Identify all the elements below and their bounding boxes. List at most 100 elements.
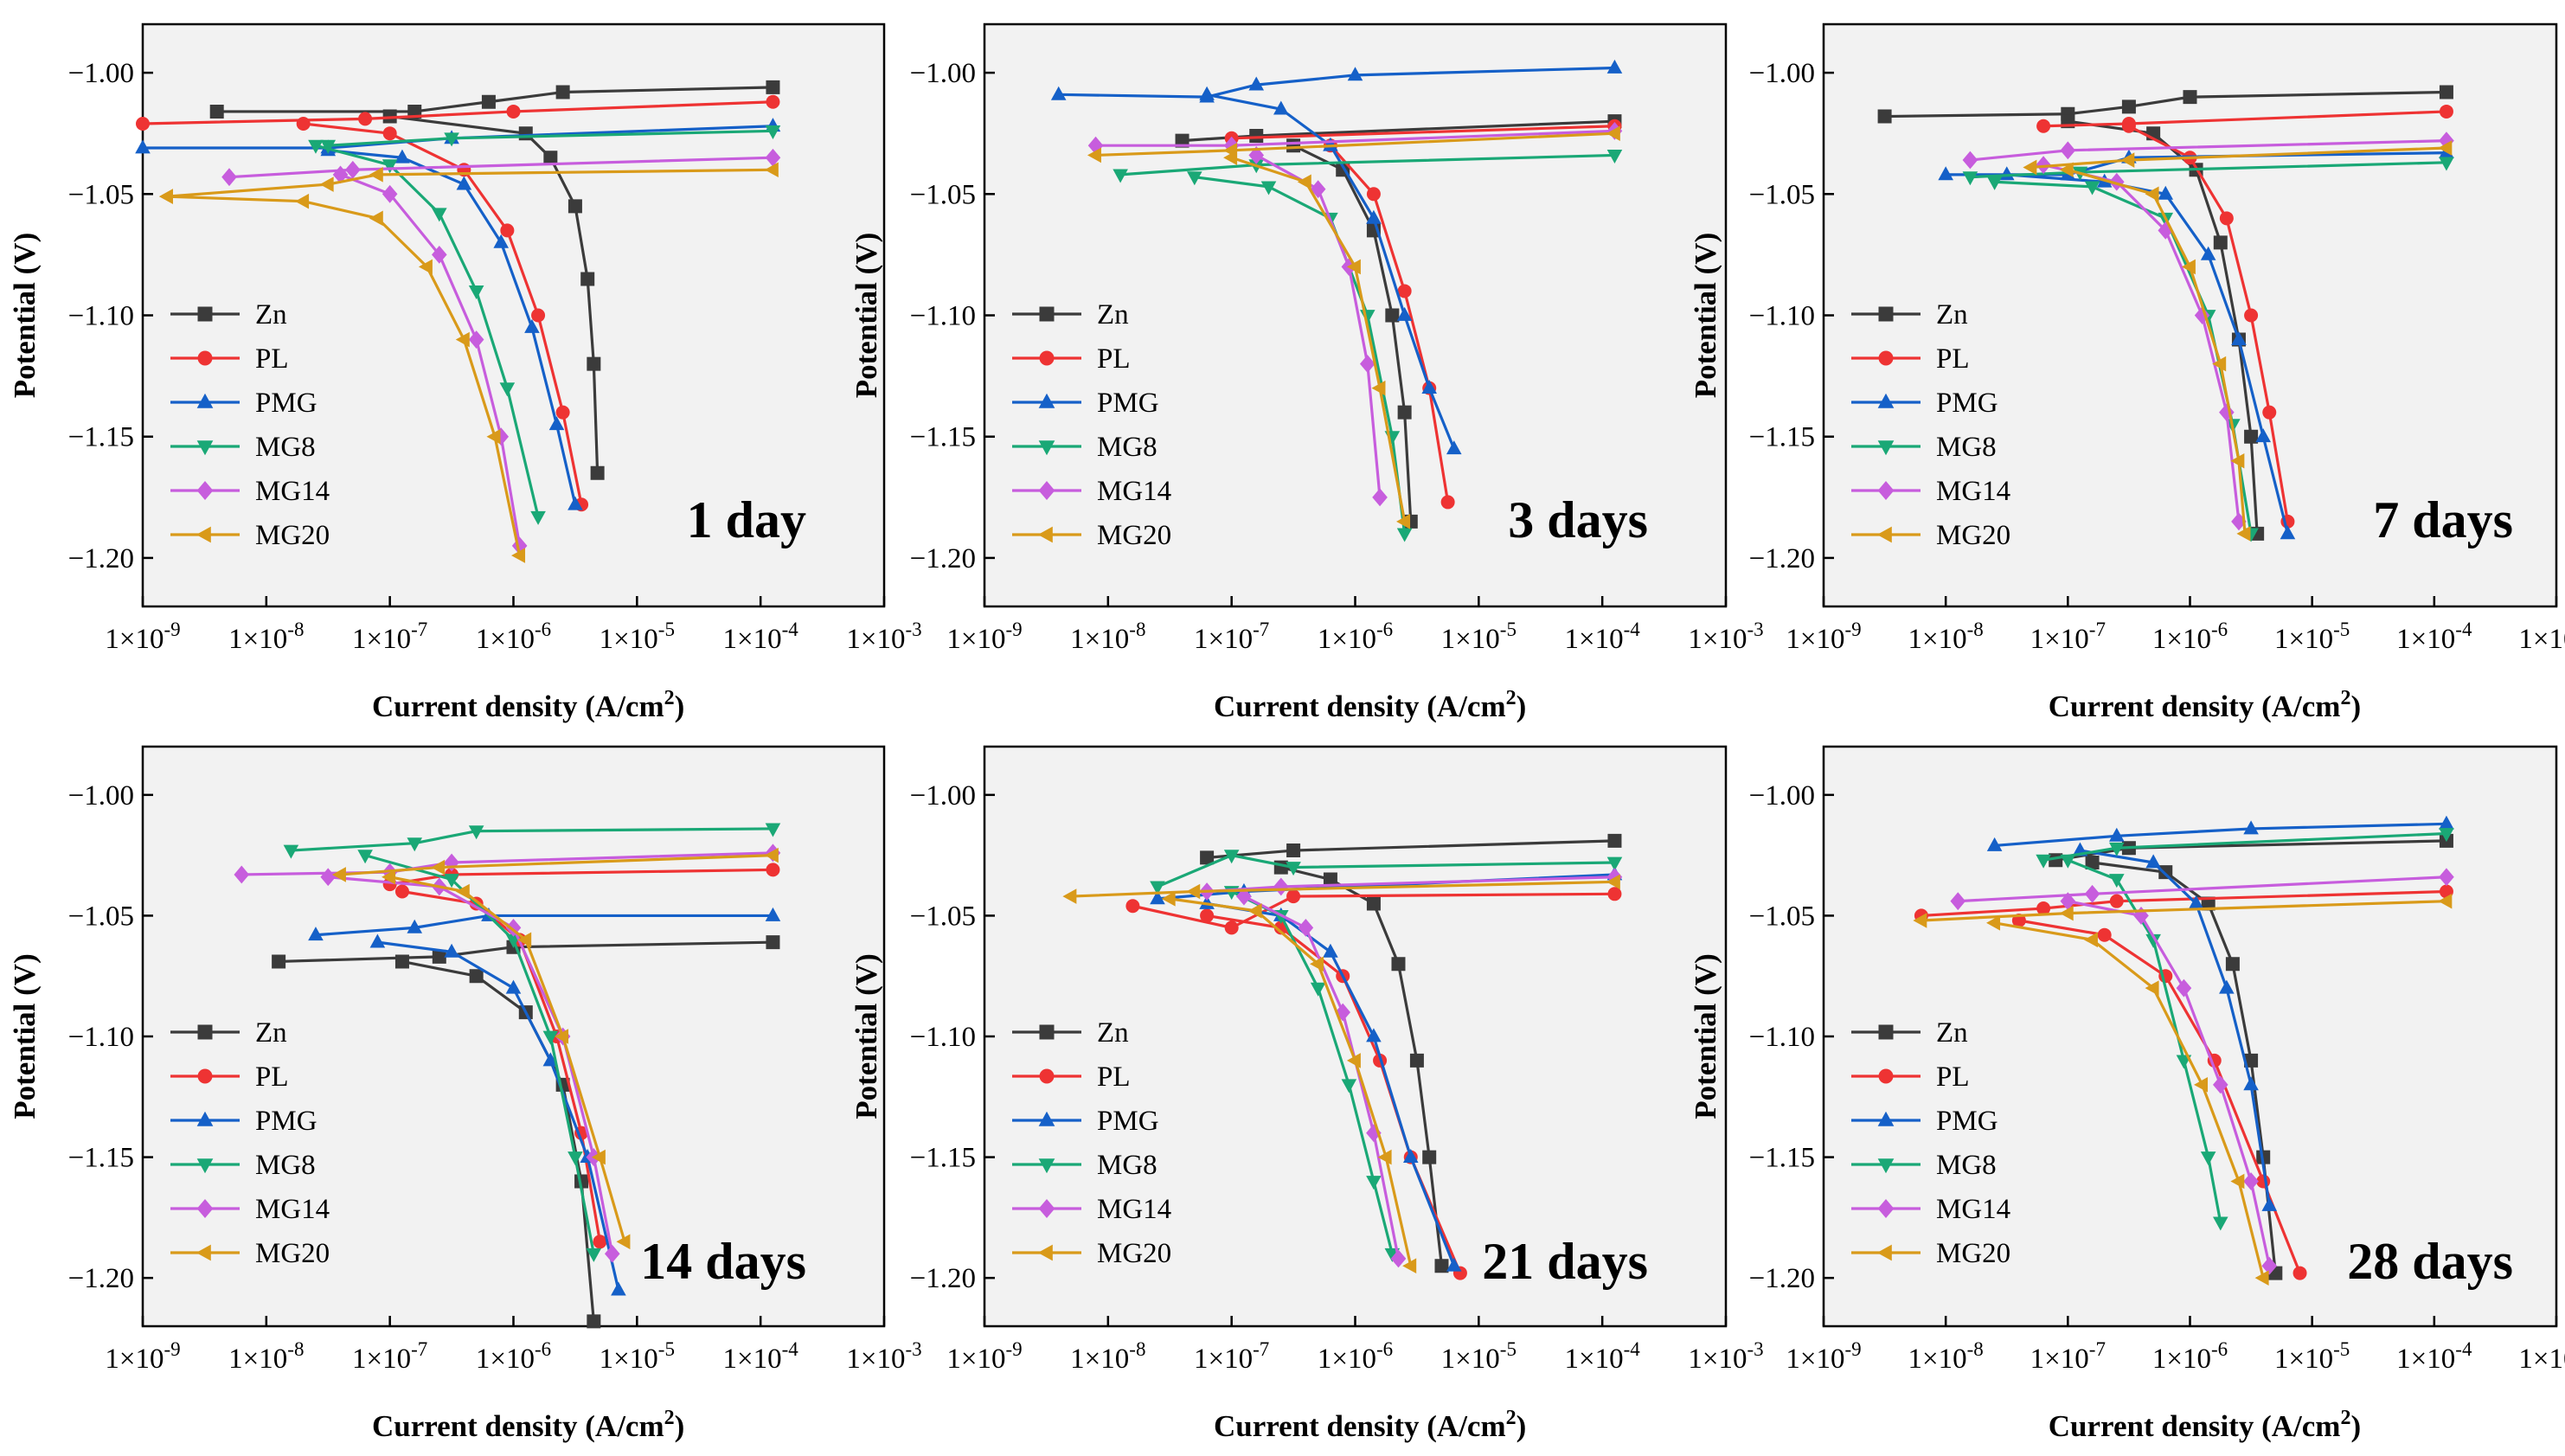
data-point — [1434, 1259, 1449, 1273]
y-tick-label: −1.15 — [910, 1143, 976, 1174]
y-tick-label: −1.00 — [910, 58, 976, 89]
data-point — [357, 850, 373, 864]
data-point — [234, 865, 250, 884]
series-mg8 — [308, 125, 781, 525]
data-point — [1286, 138, 1301, 153]
data-point — [1346, 259, 1361, 275]
series-line-anodic — [167, 168, 773, 198]
data-point — [158, 189, 173, 204]
data-point — [2121, 99, 2136, 114]
day-label: 21 days — [1482, 1233, 1648, 1290]
data-point — [1396, 306, 1413, 321]
x-axis-label: Current density (A/cm2) — [1214, 687, 1526, 723]
y-tick-label: −1.15 — [910, 422, 976, 453]
data-point — [1247, 903, 1262, 919]
x-tick-label: 1×10-5 — [1441, 1338, 1517, 1375]
x-tick-label: 1×10-4 — [2396, 1338, 2472, 1375]
x-tick-label: 1×10-3 — [1688, 619, 1763, 655]
series-line-cathodic — [1994, 921, 2265, 1279]
legend-marker — [197, 350, 213, 366]
legend-marker — [1876, 1244, 1892, 1261]
data-point — [493, 234, 510, 248]
series-pmg — [1050, 59, 1623, 455]
data-point — [1607, 833, 1622, 848]
data-point — [586, 1248, 602, 1262]
data-point — [587, 356, 601, 371]
legend-marker — [1038, 1158, 1055, 1174]
data-point — [432, 949, 446, 964]
data-point — [1062, 888, 1077, 904]
data-point — [431, 859, 446, 876]
data-point — [345, 160, 361, 179]
y-tick-label: −1.15 — [68, 422, 134, 453]
data-point — [1298, 918, 1314, 937]
data-point — [2109, 172, 2125, 191]
series-zn — [1175, 114, 1622, 529]
data-point — [1422, 1150, 1437, 1164]
x-tick-label: 1×10-8 — [1908, 619, 1984, 655]
data-point — [2212, 1216, 2228, 1231]
data-point — [766, 863, 780, 877]
data-point — [506, 104, 521, 119]
data-point — [1606, 856, 1623, 871]
data-point — [1150, 881, 1165, 895]
data-point — [568, 1151, 583, 1166]
data-point — [2036, 156, 2051, 175]
series-line-cathodic — [377, 940, 620, 1291]
legend-marker — [1037, 1244, 1053, 1261]
data-point — [1346, 1053, 1361, 1068]
legend-marker — [196, 393, 214, 408]
data-point — [1323, 943, 1338, 958]
data-point — [319, 176, 334, 192]
legend-marker — [196, 526, 211, 543]
data-point — [2060, 141, 2076, 160]
x-tick-label: 1×10-3 — [2518, 1338, 2565, 1375]
legend: Zn PL PMG MG8 MG14 MG20 — [170, 299, 330, 551]
x-tick-label: 1×10-4 — [1565, 1338, 1641, 1375]
x-axis-label: Current density (A/cm2) — [2049, 687, 2361, 723]
data-point — [1347, 67, 1363, 81]
legend-marker — [1039, 306, 1055, 322]
data-point — [604, 1244, 620, 1263]
data-point — [1877, 109, 1892, 124]
data-point — [407, 837, 423, 852]
data-point — [2023, 159, 2037, 176]
y-tick-label: −1.05 — [68, 179, 134, 210]
data-point — [2225, 957, 2240, 972]
data-point — [1323, 137, 1338, 151]
legend-marker — [1039, 1068, 1055, 1084]
data-point — [2059, 905, 2074, 921]
data-point — [500, 223, 515, 238]
data-point — [296, 116, 311, 131]
x-tick-label: 1×10-5 — [2274, 1338, 2350, 1375]
data-point — [2243, 820, 2259, 835]
legend-marker — [196, 1198, 214, 1219]
data-point — [1397, 405, 1412, 420]
series-pl — [136, 94, 780, 512]
data-point — [493, 427, 510, 446]
day-label: 1 day — [687, 491, 806, 548]
data-point — [1402, 1148, 1419, 1163]
data-point — [568, 199, 582, 214]
data-point — [511, 548, 526, 563]
x-tick-label: 1×10-3 — [846, 1338, 921, 1375]
legend-label: PMG — [255, 1106, 317, 1137]
x-tick-label: 1×10-7 — [1194, 619, 1269, 655]
x-axis-label: Current density (A/cm2) — [1214, 1407, 1526, 1443]
data-point — [1607, 887, 1622, 901]
chart-panel-1: 1×10-9 1×10-8 1×10-7 1×10-6 1×10-5 1×10-4 1×10… — [8, 22, 922, 723]
data-point — [764, 162, 779, 178]
data-point — [555, 405, 570, 420]
y-axis-label: Potential (V) — [8, 953, 42, 1119]
data-point — [2439, 85, 2453, 99]
data-point — [580, 272, 595, 286]
data-point — [2244, 429, 2259, 444]
legend-label: PL — [1936, 343, 1970, 375]
legend-label: PL — [1097, 343, 1131, 375]
x-tick-label: 1×10-5 — [1441, 619, 1517, 655]
data-point — [369, 933, 386, 948]
data-point — [593, 1235, 607, 1249]
data-point — [2085, 856, 2100, 869]
legend-marker — [196, 1158, 214, 1174]
data-point — [2145, 854, 2161, 869]
